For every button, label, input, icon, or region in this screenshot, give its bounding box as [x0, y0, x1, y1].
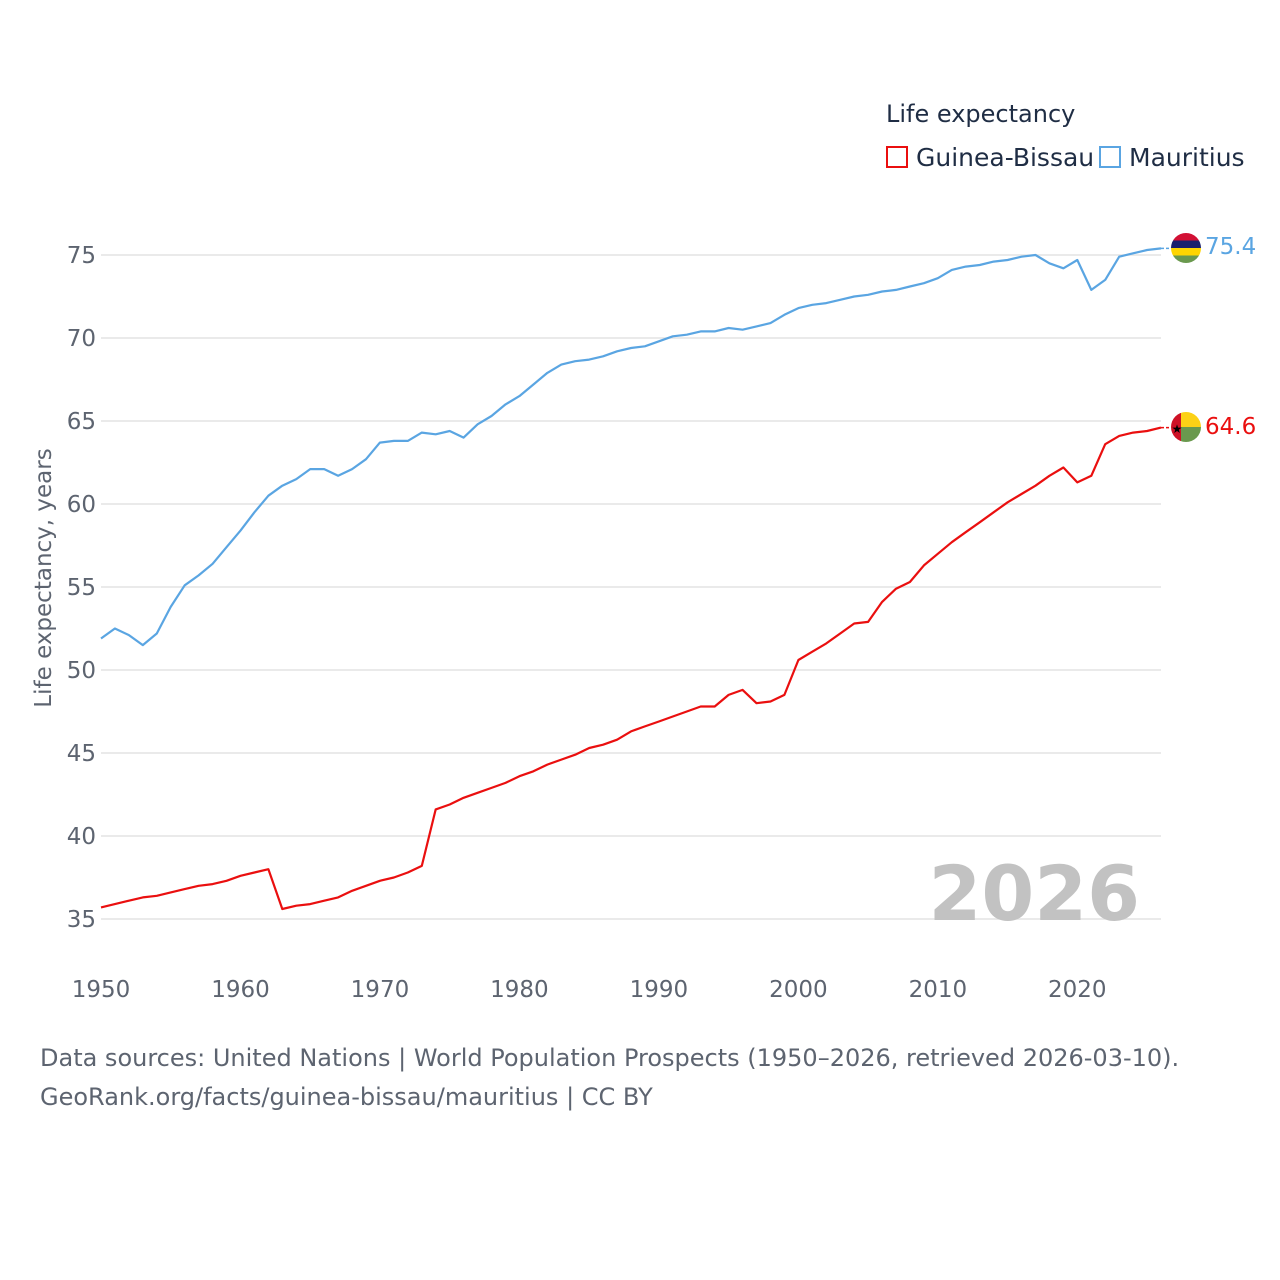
legend-label-guinea-bissau: Guinea-Bissau — [916, 142, 1095, 172]
y-tick-label: 55 — [67, 575, 96, 601]
guinea-bissau-swatch-icon — [886, 146, 908, 168]
y-tick-label: 75 — [67, 243, 96, 269]
footer-attribution[interactable]: GeoRank.org/facts/guinea-bissau/mauritiu… — [40, 1083, 653, 1111]
series-line-mauritius — [100, 247, 1162, 647]
legend-item-mauritius[interactable]: Mauritius — [1099, 142, 1245, 172]
mauritius-flag-icon — [1171, 233, 1201, 263]
mauritius-swatch-icon — [1099, 146, 1121, 168]
y-axis-label: Life expectancy, years — [31, 448, 57, 707]
x-axis-ticks: 1950 1960 1970 1980 1990 2000 2010 2020 — [72, 977, 1107, 1003]
mauritius-end-label: 75.4 — [1205, 234, 1256, 260]
x-tick-label: 2020 — [1048, 977, 1107, 1003]
svg-text:★: ★ — [1172, 422, 1183, 436]
footer-sources: Data sources: United Nations | World Pop… — [40, 1044, 1180, 1072]
y-tick-label: 50 — [67, 658, 96, 684]
y-tick-label: 65 — [67, 409, 96, 435]
x-tick-label: 1990 — [630, 977, 689, 1003]
x-tick-label: 1970 — [351, 977, 410, 1003]
grid-lines — [101, 254, 1161, 920]
guinea-bissau-end-label: 64.6 — [1205, 414, 1256, 440]
y-axis-ticks: 35 40 45 50 55 60 65 70 75 — [67, 243, 96, 933]
legend-title: Life expectancy — [886, 100, 1076, 128]
x-tick-label: 1980 — [490, 977, 549, 1003]
year-watermark: 2026 — [928, 849, 1140, 938]
y-tick-label: 40 — [67, 824, 96, 850]
legend-label-mauritius: Mauritius — [1129, 142, 1245, 172]
legend-item-guinea-bissau[interactable]: Guinea-Bissau — [886, 142, 1094, 172]
y-tick-label: 70 — [67, 326, 96, 352]
series-line-guinea-bissau — [100, 426, 1162, 911]
x-tick-label: 1960 — [211, 977, 270, 1003]
y-tick-label: 45 — [67, 741, 96, 767]
x-tick-label: 2000 — [769, 977, 828, 1003]
guinea-bissau-flag-icon: ★ — [1171, 412, 1201, 442]
x-tick-label: 1950 — [72, 977, 131, 1003]
y-tick-label: 60 — [67, 492, 96, 518]
series-lines — [100, 247, 1171, 911]
y-tick-label: 35 — [67, 907, 96, 933]
x-tick-label: 2010 — [909, 977, 968, 1003]
